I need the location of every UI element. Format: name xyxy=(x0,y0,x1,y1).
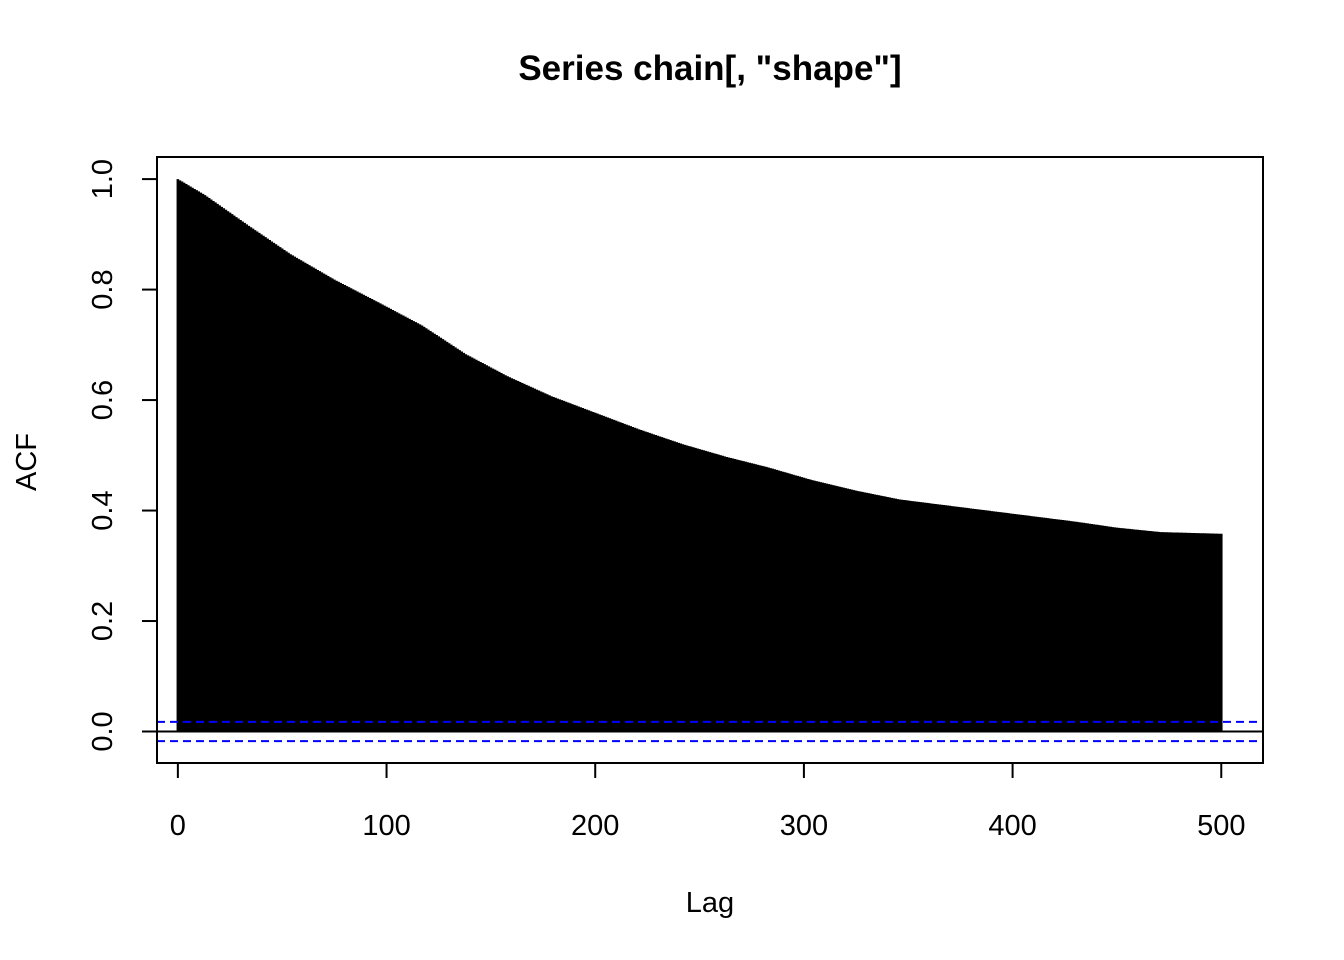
x-tick-label: 0 xyxy=(170,810,186,842)
y-tick-label: 1.0 xyxy=(87,159,119,199)
acf-bars xyxy=(176,179,1223,732)
x-tick-label: 100 xyxy=(362,810,410,842)
y-axis: 0.0 0.2 0.4 0.6 0.8 1.0 xyxy=(87,159,158,752)
x-axis-label: Lag xyxy=(686,887,734,919)
y-tick-label: 0.4 xyxy=(87,490,119,530)
x-axis: 0 100 200 300 400 500 xyxy=(170,762,1245,842)
y-axis-label: ACF xyxy=(11,433,43,491)
x-tick-label: 300 xyxy=(780,810,828,842)
chart-title: Series chain[, "shape"] xyxy=(518,49,901,88)
x-tick-label: 200 xyxy=(571,810,619,842)
y-tick-label: 0.6 xyxy=(87,380,119,420)
y-tick-label: 0.8 xyxy=(87,269,119,309)
reference-lines xyxy=(157,720,1263,743)
y-tick-label: 0.2 xyxy=(87,601,119,641)
x-tick-label: 400 xyxy=(988,810,1036,842)
y-tick-label: 0.0 xyxy=(87,711,119,751)
x-tick-label: 500 xyxy=(1197,810,1245,842)
